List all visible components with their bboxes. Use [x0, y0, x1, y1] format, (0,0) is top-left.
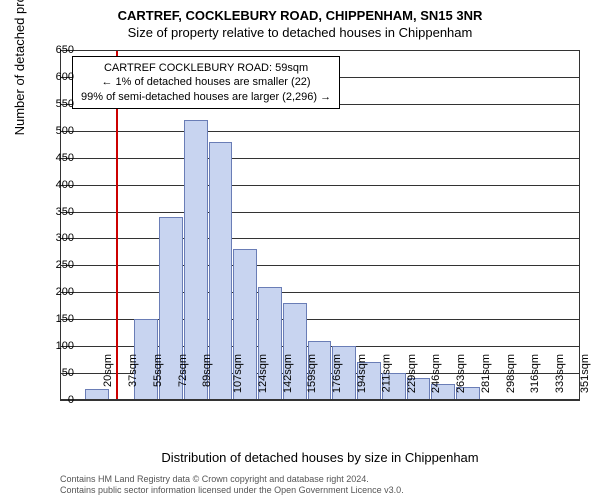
x-tick-label: 351sqm: [579, 354, 591, 393]
y-tick-label: 450: [44, 152, 74, 164]
y-tick-label: 50: [44, 367, 74, 379]
page-title-address: CARTREF, COCKLEBURY ROAD, CHIPPENHAM, SN…: [0, 8, 600, 23]
x-tick-label: 124sqm: [257, 354, 269, 393]
gridline: [60, 185, 580, 186]
x-tick-label: 316sqm: [529, 354, 541, 393]
gridline: [60, 131, 580, 132]
histogram-chart: CARTREF COCKLEBURY ROAD: 59sqm ← 1% of d…: [60, 50, 580, 400]
gridline: [60, 400, 580, 401]
x-tick-label: 176sqm: [331, 354, 343, 393]
footer-line1: Contains HM Land Registry data © Crown c…: [60, 474, 404, 485]
y-tick-label: 200: [44, 286, 74, 298]
x-tick-label: 229sqm: [406, 354, 418, 393]
x-tick-label: 142sqm: [282, 354, 294, 393]
x-tick-label: 89sqm: [201, 354, 213, 387]
y-tick-label: 550: [44, 98, 74, 110]
x-tick-label: 107sqm: [232, 354, 244, 393]
gridline: [60, 292, 580, 293]
gridline: [60, 238, 580, 239]
gridline: [60, 265, 580, 266]
y-tick-label: 150: [44, 313, 74, 325]
y-tick-label: 250: [44, 259, 74, 271]
x-axis-label: Distribution of detached houses by size …: [60, 450, 580, 465]
x-tick-label: 281sqm: [480, 354, 492, 393]
info-box-line1: CARTREF COCKLEBURY ROAD: 59sqm: [81, 61, 331, 75]
histogram-bar: [85, 389, 109, 400]
y-tick-label: 300: [44, 232, 74, 244]
y-tick-label: 0: [44, 394, 74, 406]
info-box-line2: ← 1% of detached houses are smaller (22): [81, 75, 331, 89]
y-tick-label: 100: [44, 340, 74, 352]
y-tick-label: 650: [44, 44, 74, 56]
x-tick-label: 246sqm: [430, 354, 442, 393]
x-tick-label: 72sqm: [177, 354, 189, 387]
y-tick-label: 400: [44, 179, 74, 191]
y-axis-label: Number of detached properties: [12, 0, 27, 135]
x-tick-label: 194sqm: [356, 354, 368, 393]
x-tick-label: 298sqm: [505, 354, 517, 393]
y-tick-label: 350: [44, 206, 74, 218]
gridline: [60, 50, 580, 51]
x-tick-label: 211sqm: [380, 354, 392, 392]
x-tick-label: 333sqm: [554, 354, 566, 393]
footer-line2: Contains public sector information licen…: [60, 485, 404, 496]
gridline: [60, 158, 580, 159]
x-tick-label: 159sqm: [307, 354, 319, 393]
footer-attribution: Contains HM Land Registry data © Crown c…: [60, 474, 404, 496]
gridline: [60, 212, 580, 213]
info-box-line3: 99% of semi-detached houses are larger (…: [81, 90, 331, 104]
info-box: CARTREF COCKLEBURY ROAD: 59sqm ← 1% of d…: [72, 56, 340, 109]
y-tick-label: 500: [44, 125, 74, 137]
page-subtitle: Size of property relative to detached ho…: [0, 25, 600, 40]
x-tick-label: 263sqm: [455, 354, 467, 393]
x-tick-label: 37sqm: [127, 354, 139, 387]
y-tick-label: 600: [44, 71, 74, 83]
x-tick-label: 55sqm: [152, 354, 164, 387]
x-tick-label: 20sqm: [102, 354, 114, 387]
